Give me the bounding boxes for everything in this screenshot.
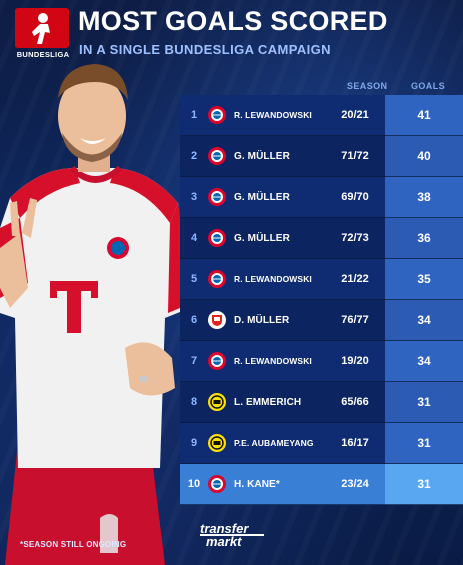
bayern-crest-icon	[208, 188, 226, 206]
bundesliga-player-icon	[32, 13, 50, 44]
column-header-season: SEASON	[347, 81, 388, 91]
table-row: 4 G. MÜLLER 72/73 36	[180, 218, 463, 259]
goals: 31	[385, 423, 463, 464]
ranking-table: 1 R. LEWANDOWSKI 20/21 41 2 G. MÜLLER 71…	[180, 95, 463, 505]
player-name: G. MÜLLER	[234, 191, 290, 203]
player-name: L. EMMERICH	[234, 396, 302, 408]
footnote: *SEASON STILL ONGOING	[20, 540, 127, 549]
player-name: R. LEWANDOWSKI	[234, 274, 312, 284]
transfermarkt-logo-bar	[200, 534, 264, 536]
goals: 34	[385, 300, 463, 341]
rank: 6	[190, 314, 198, 326]
season: 69/70	[341, 191, 369, 203]
table-row: 7 R. LEWANDOWSKI 19/20 34	[180, 341, 463, 382]
goals: 31	[385, 382, 463, 423]
dortmund-crest-icon	[208, 434, 226, 452]
rank: 4	[190, 232, 198, 244]
table-row: 2 G. MÜLLER 71/72 40	[180, 136, 463, 177]
player-name: G. MÜLLER	[234, 150, 290, 162]
rank: 5	[190, 273, 198, 285]
bayern-crest-icon	[208, 106, 226, 124]
season: 65/66	[341, 396, 369, 408]
season: 72/73	[341, 232, 369, 244]
player-name: D. MÜLLER	[234, 314, 290, 326]
player-name: G. MÜLLER	[234, 232, 290, 244]
season: 16/17	[341, 437, 369, 449]
table-row: 9 P.E. AUBAMEYANG 16/17 31	[180, 423, 463, 464]
season: 19/20	[341, 355, 369, 367]
transfermarkt-logo-bottom: markt	[206, 534, 242, 549]
table-row-highlighted: 10 H. KANE* 23/24 31	[180, 464, 463, 505]
goals: 41	[385, 95, 463, 136]
season: 23/24	[341, 478, 369, 490]
rank: 10	[187, 478, 201, 490]
goals: 40	[385, 136, 463, 177]
bayern-crest-icon	[208, 270, 226, 288]
table-row: 8 L. EMMERICH 65/66 31	[180, 382, 463, 423]
page-subtitle: IN A SINGLE BUNDESLIGA CAMPAIGN	[79, 42, 331, 57]
rank: 9	[190, 437, 198, 449]
player-name: H. KANE*	[234, 478, 280, 490]
table-row: 3 G. MÜLLER 69/70 38	[180, 177, 463, 218]
season: 76/77	[341, 314, 369, 326]
transfermarkt-logo-top: transfer	[200, 521, 249, 536]
page-title: MOST GOALS SCORED	[78, 6, 388, 36]
bundesliga-logo	[15, 8, 69, 48]
goals: 38	[385, 177, 463, 218]
rank: 1	[190, 109, 198, 121]
season: 21/22	[341, 273, 369, 285]
table-row: 1 R. LEWANDOWSKI 20/21 41	[180, 95, 463, 136]
cologne-crest-icon	[208, 311, 226, 329]
bayern-crest-icon	[208, 147, 226, 165]
rank: 8	[190, 396, 198, 408]
table-row: 6 D. MÜLLER 76/77 34	[180, 300, 463, 341]
rank: 3	[190, 191, 198, 203]
goals: 35	[385, 259, 463, 300]
bayern-crest-icon	[208, 475, 226, 493]
player-name: P.E. AUBAMEYANG	[234, 438, 314, 448]
column-header-goals: GOALS	[411, 81, 446, 91]
rank: 7	[190, 355, 198, 367]
table-row: 5 R. LEWANDOWSKI 21/22 35	[180, 259, 463, 300]
bundesliga-logo-text: BUNDESLIGA	[16, 50, 70, 59]
goals: 31	[385, 464, 463, 505]
goals: 36	[385, 218, 463, 259]
dortmund-crest-icon	[208, 393, 226, 411]
rank: 2	[190, 150, 198, 162]
player-name: R. LEWANDOWSKI	[234, 356, 312, 366]
goals: 34	[385, 341, 463, 382]
bayern-crest-icon	[208, 352, 226, 370]
bayern-crest-icon	[208, 229, 226, 247]
player-photo	[0, 64, 192, 565]
player-name: R. LEWANDOWSKI	[234, 110, 312, 120]
transfermarkt-logo: transfer markt	[200, 522, 264, 549]
season: 71/72	[341, 150, 369, 162]
season: 20/21	[341, 109, 369, 121]
